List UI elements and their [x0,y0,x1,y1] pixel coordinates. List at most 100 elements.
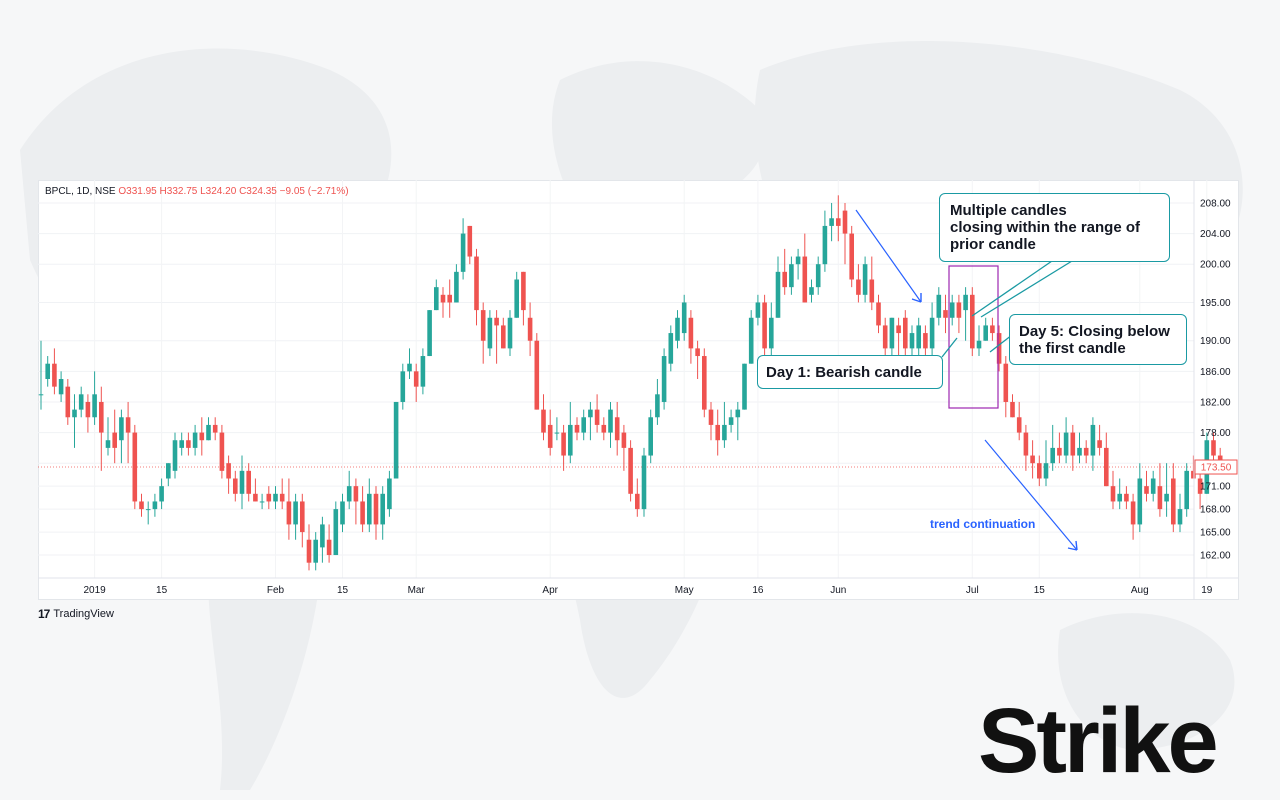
candle [702,348,707,418]
candle-body [99,401,104,433]
candle [889,317,895,357]
candle-body [460,233,466,272]
candle [1110,470,1116,510]
candle-body [574,424,580,433]
candle [45,356,50,387]
candle-body [748,317,754,364]
callout-pointer-day5 [989,334,1013,353]
candle [1063,417,1069,464]
candle [635,478,640,517]
x-tick-label: 2019 [83,585,106,596]
candle-body [661,356,667,402]
candle-body [494,317,499,326]
candle [373,486,379,540]
candle-body [675,317,680,341]
candle-body [568,424,573,456]
candle-body [1171,478,1176,525]
candle-body [668,333,674,364]
candle [809,279,814,303]
candle [789,256,794,295]
down-arrow-head-2 [1067,540,1078,551]
candle [1077,432,1082,464]
candle [1097,424,1102,456]
candle-body [614,417,620,441]
candle [1177,493,1183,533]
candle [956,294,962,334]
candle-body [641,455,647,510]
candle [601,417,607,441]
candle-body [159,486,164,502]
callout-multiple-candles: Multiple candles closing within the rang… [939,193,1170,262]
candle-body [119,417,124,441]
candle [212,417,218,441]
candle [983,317,988,341]
candle-body [789,264,794,288]
candle-body [454,271,459,303]
candle [929,302,935,357]
candle-body [896,325,901,334]
candle-body [742,363,747,410]
candle [253,478,258,502]
candle-body [1063,432,1069,456]
candle-body [1184,470,1189,510]
candle [233,470,238,502]
price-axis: 162.00165.00168.00171.00174.00178.00182.… [1193,180,1238,600]
candle [179,432,184,456]
candle [842,202,848,265]
time-axis: 2019 15 Feb 15 Mar Apr May 16 Jun Jul 15 Aug 19 [38,577,1238,596]
candle [239,455,245,510]
candle-body [521,271,526,311]
y-tick-label: 168.00 [1200,505,1231,516]
candle [949,294,955,326]
candle-body [1023,432,1029,456]
candle-body [990,325,995,334]
candle [970,287,975,357]
candle [494,310,499,364]
candle [460,218,466,280]
candle-body [501,325,506,349]
candle-body [273,493,278,502]
candle [320,516,325,563]
candle [172,432,178,479]
trend-continuation-label: trend continuation [930,517,1036,531]
candle-body [822,225,828,265]
candle-body [1070,432,1076,456]
candle [822,210,828,272]
candle-body [440,294,446,303]
candle-body [145,509,151,511]
candle [487,310,493,357]
candle [440,287,446,318]
candle-body [929,317,935,349]
candle [896,317,901,357]
candle-body [480,310,486,341]
candle [105,417,111,456]
x-tick-label: 15 [337,585,349,596]
candle-body [186,440,191,448]
candle [447,279,452,318]
candle-body [427,310,432,357]
candle [748,310,754,364]
candle [1184,463,1189,517]
candle [139,493,144,517]
candle-body [635,493,640,510]
candle [92,371,97,425]
candle [1130,493,1136,540]
candle-body [172,440,178,471]
candle-body [1157,486,1163,510]
x-tick-label: 16 [752,585,764,596]
candle [1117,478,1122,510]
candle-body [166,463,171,479]
candle [206,417,211,441]
candle-body [1197,478,1203,494]
candle-body [976,340,982,349]
candle [996,325,1002,372]
candle-body [279,493,285,502]
candle-body [199,432,205,441]
x-tick-label: 15 [156,585,168,596]
candle [521,271,526,326]
candle [186,432,191,456]
candle-body [581,417,586,433]
candle-body [996,333,1002,364]
candle [869,256,875,311]
